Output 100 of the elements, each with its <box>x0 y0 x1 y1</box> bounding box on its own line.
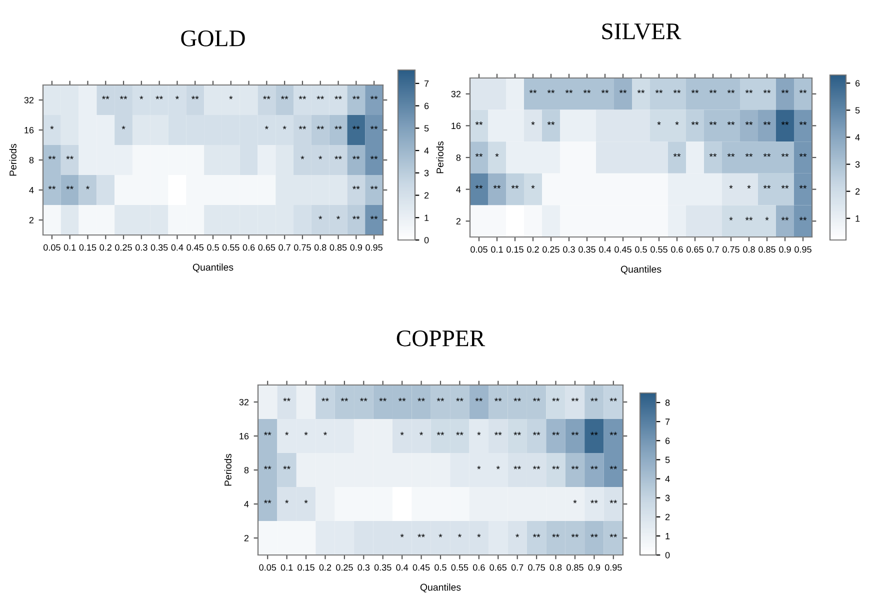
data-label: ** <box>691 122 699 125</box>
color-bar-label: 7 <box>424 80 429 87</box>
data-label: ** <box>532 432 540 436</box>
data-label: ** <box>102 96 110 100</box>
y-tick-label: 2 <box>29 216 34 224</box>
data-label: ** <box>514 466 521 470</box>
y-tick-label: 16 <box>240 432 249 440</box>
x-tick-label: 0.45 <box>614 246 632 253</box>
color-bar-label: 2 <box>855 188 860 195</box>
data-label: ** <box>475 153 483 157</box>
data-label: * <box>531 185 535 189</box>
x-tick-label: 0.25 <box>336 564 353 571</box>
data-label: ** <box>727 90 735 94</box>
data-label: ** <box>514 432 521 436</box>
x-tick-label: 0.05 <box>259 564 276 571</box>
data-label: * <box>477 432 481 436</box>
x-tick-label: 0.1 <box>280 564 293 571</box>
data-label: ** <box>745 153 753 157</box>
data-label: ** <box>298 126 306 130</box>
chart-title: GOLD <box>181 30 245 46</box>
x-tick-label: 0.9 <box>588 564 600 571</box>
x-tick-label: 0.2 <box>100 244 112 251</box>
color-bar-label: 4 <box>855 134 860 140</box>
color-bar-label: 1 <box>424 214 429 221</box>
data-label: * <box>122 126 126 130</box>
data-label: ** <box>334 156 342 160</box>
data-label: ** <box>601 90 609 94</box>
data-label: ** <box>610 466 618 470</box>
data-label: ** <box>781 122 789 125</box>
x-tick-label: 0.75 <box>528 564 545 571</box>
y-tick-label: 32 <box>451 90 461 98</box>
data-label: ** <box>283 466 290 470</box>
data-label: * <box>495 153 499 157</box>
x-tick-label: 0.9 <box>350 244 362 251</box>
data-label: ** <box>565 90 573 94</box>
data-label: ** <box>673 153 681 157</box>
data-label: ** <box>66 156 74 160</box>
data-label: ** <box>379 398 386 402</box>
x-tick-label: 0.2 <box>527 246 539 253</box>
data-label: * <box>458 534 462 538</box>
data-label: ** <box>709 90 717 94</box>
data-label: ** <box>316 96 324 100</box>
color-bar-label: 2 <box>665 514 670 520</box>
x-tick-label: 0.5 <box>635 246 647 253</box>
color-bar-label: 6 <box>855 80 860 86</box>
x-tick-label: 0.45 <box>186 244 204 251</box>
data-label: ** <box>532 398 540 402</box>
data-label: ** <box>590 398 598 402</box>
x-tick-label: 0.6 <box>473 564 485 571</box>
y-tick-label: 32 <box>239 398 249 406</box>
x-tick-label: 0.7 <box>707 246 719 253</box>
data-label: ** <box>398 398 406 402</box>
data-label: ** <box>709 153 717 157</box>
data-label: ** <box>493 185 501 189</box>
x-tick-label: 0.55 <box>650 246 668 253</box>
data-label: * <box>229 96 233 100</box>
x-tick-label: 0.75 <box>294 244 311 251</box>
x-tick-label: 0.85 <box>566 564 584 571</box>
x-tick-label: 0.25 <box>542 246 560 253</box>
data-label: ** <box>370 186 378 190</box>
data-label: ** <box>418 534 425 538</box>
data-label: ** <box>571 534 579 538</box>
x-tick-label: 0.4 <box>396 564 408 571</box>
data-label: * <box>516 534 520 538</box>
data-label: ** <box>264 466 272 470</box>
data-label: ** <box>494 432 502 436</box>
x-tick-label: 0.05 <box>44 244 60 251</box>
data-label: ** <box>283 398 290 402</box>
x-tick-label: 0.85 <box>330 244 347 251</box>
data-label: * <box>50 126 54 130</box>
data-label: ** <box>763 185 771 189</box>
x-tick-label: 0.5 <box>434 564 446 571</box>
x-tick-label: 0.85 <box>758 246 776 253</box>
data-label: ** <box>475 398 483 402</box>
data-label: ** <box>745 90 753 94</box>
data-label: ** <box>547 90 555 94</box>
data-label: ** <box>322 398 329 402</box>
data-label: ** <box>352 216 360 220</box>
y-tick-label: 2 <box>244 534 249 542</box>
x-tick-label: 0.65 <box>686 246 704 253</box>
color-bar-label: 3 <box>855 161 860 168</box>
data-label: ** <box>799 122 807 125</box>
x-tick-label: 0.15 <box>79 244 96 251</box>
data-label: ** <box>799 153 807 157</box>
x-tick-label: 0.75 <box>722 246 740 253</box>
data-label: ** <box>571 466 579 470</box>
color-bar-label: 1 <box>666 533 670 540</box>
data-label: ** <box>456 432 464 436</box>
x-axis-title: Quantiles <box>192 264 234 272</box>
data-label: ** <box>370 126 378 130</box>
x-tick-label: 0.95 <box>604 564 622 571</box>
x-tick-label: 0.7 <box>511 564 524 571</box>
data-label: ** <box>456 398 464 402</box>
data-label: * <box>477 466 481 470</box>
x-tick-label: 0.25 <box>115 244 132 251</box>
data-label: ** <box>571 398 579 402</box>
color-bar-label: 1 <box>856 215 860 222</box>
x-tick-label: 0.3 <box>358 564 370 571</box>
data-label: ** <box>727 153 735 157</box>
data-label: ** <box>727 122 735 125</box>
